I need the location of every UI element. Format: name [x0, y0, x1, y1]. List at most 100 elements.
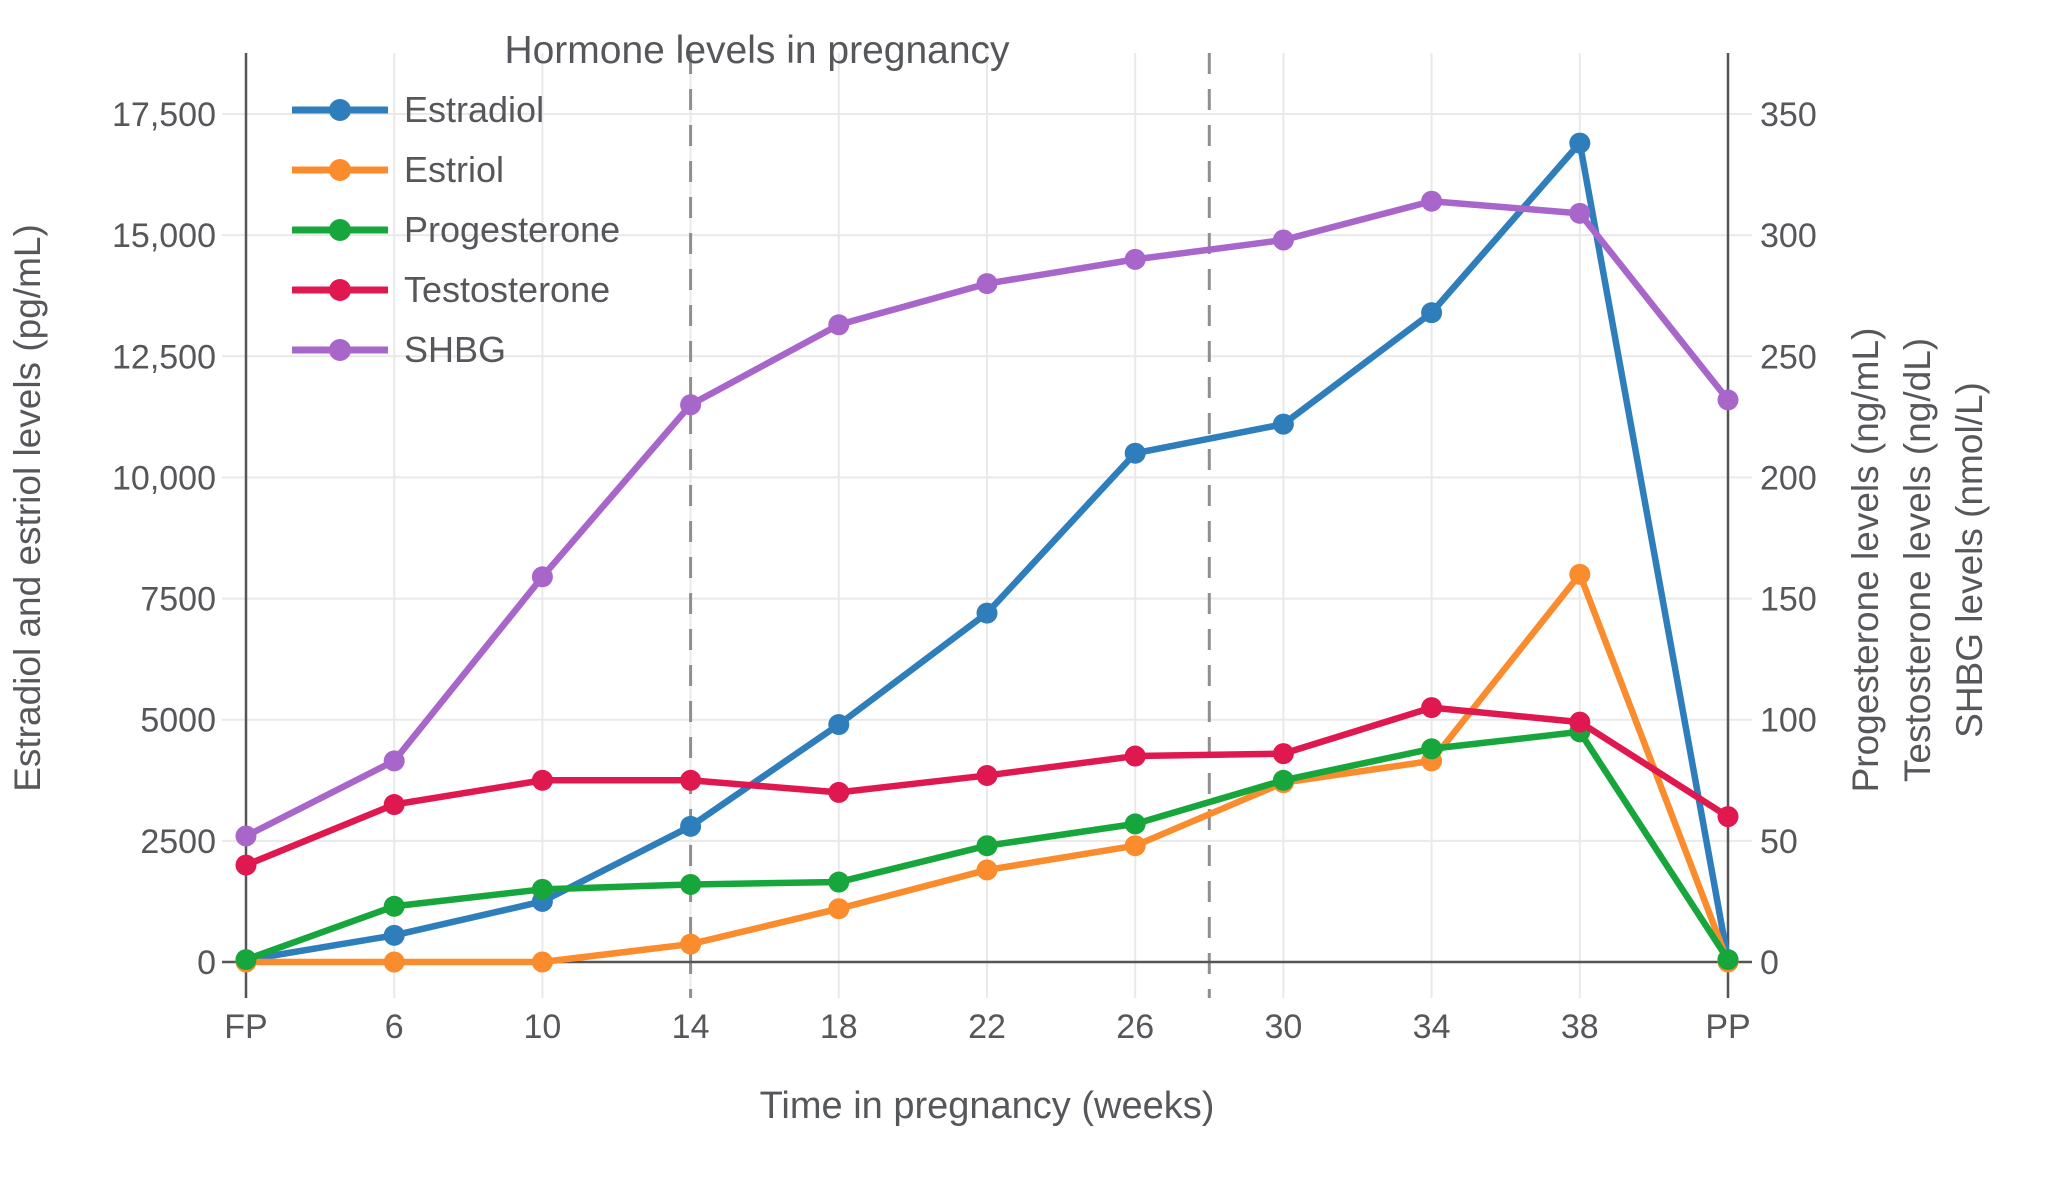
legend-item-testosterone[interactable]: Testosterone [292, 269, 610, 310]
legend-item-progesterone[interactable]: Progesterone [292, 209, 620, 250]
left-tick-label: 10,000 [112, 459, 216, 497]
x-tick-label-pp: PP [1705, 1008, 1750, 1046]
legend-marker-icon [329, 219, 351, 241]
data-point-progesterone [235, 949, 257, 971]
x-tick-label: 18 [820, 1008, 858, 1046]
left-tick-label: 12,500 [112, 338, 216, 376]
data-point-testosterone [1124, 745, 1146, 767]
right-axis-title-progesterone: Progesterone levels (ng/mL) [1845, 328, 1886, 793]
legend-label: Progesterone [404, 209, 620, 250]
data-point-progesterone [976, 835, 998, 857]
right-axis-title-shbg: SHBG levels (nmol/L) [1949, 382, 1990, 738]
data-point-shbg [828, 314, 850, 336]
data-point-shbg [680, 394, 702, 416]
left-tick-label: 2500 [140, 823, 216, 861]
data-point-estradiol [976, 602, 998, 624]
data-point-progesterone [828, 871, 850, 893]
data-point-estradiol [1124, 442, 1146, 464]
data-series-layer [235, 132, 1739, 973]
x-tick-label: 10 [523, 1008, 561, 1046]
data-point-shbg [1421, 190, 1443, 212]
gridlines-layer [222, 53, 1752, 998]
data-point-testosterone [1421, 697, 1443, 719]
data-point-estriol [680, 933, 702, 955]
legend-item-shbg[interactable]: SHBG [292, 329, 506, 370]
right-tick-label: 200 [1760, 459, 1817, 497]
data-point-estradiol [828, 714, 850, 736]
right-tick-label: 350 [1760, 96, 1817, 134]
data-point-estradiol [383, 924, 405, 946]
data-point-testosterone [235, 854, 257, 876]
data-point-testosterone [1569, 711, 1591, 733]
data-point-estradiol [1569, 132, 1591, 154]
data-point-estriol [828, 898, 850, 920]
data-point-shbg [383, 750, 405, 772]
data-point-shbg [235, 825, 257, 847]
data-point-progesterone [1124, 813, 1146, 835]
legend-label: SHBG [404, 329, 506, 370]
trimester-dashed-lines-layer [689, 53, 1211, 998]
legend: Estradiol Estriol Progesterone Testoster… [292, 89, 620, 370]
x-tick-label-fp: FP [224, 1008, 267, 1046]
data-point-estriol [976, 859, 998, 881]
right-axis-title-testosterone: Testosterone levels (ng/dL) [1897, 338, 1938, 782]
x-tick-label: 30 [1264, 1008, 1302, 1046]
data-point-progesterone [531, 878, 553, 900]
data-point-estriol [1124, 835, 1146, 857]
data-point-testosterone [1717, 806, 1739, 828]
data-point-progesterone [680, 873, 702, 895]
data-point-estriol [1569, 563, 1591, 585]
data-point-progesterone [1421, 738, 1443, 760]
data-point-shbg [976, 273, 998, 295]
legend-label: Estradiol [404, 89, 544, 130]
right-tick-label: 150 [1760, 581, 1817, 619]
x-axis-title: Time in pregnancy (weeks) [760, 1085, 1215, 1127]
data-point-progesterone [383, 895, 405, 917]
data-point-testosterone [1272, 743, 1294, 765]
legend-label: Estriol [404, 149, 504, 190]
legend-marker-icon [329, 339, 351, 361]
x-tick-label: 38 [1561, 1008, 1599, 1046]
data-point-shbg [531, 566, 553, 588]
x-tick-label: 22 [968, 1008, 1006, 1046]
x-tick-label: 26 [1116, 1008, 1154, 1046]
data-point-testosterone [531, 769, 553, 791]
data-point-shbg [1717, 389, 1739, 411]
data-point-estradiol [1272, 413, 1294, 435]
right-tick-label: 50 [1760, 823, 1798, 861]
legend-item-estriol[interactable]: Estriol [292, 149, 504, 190]
data-point-testosterone [383, 794, 405, 816]
legend-marker-icon [329, 99, 351, 121]
data-point-estradiol [1421, 302, 1443, 324]
chart-title: Hormone levels in pregnancy [504, 29, 1010, 72]
x-tick-label: 6 [385, 1008, 404, 1046]
x-tick-label: 34 [1413, 1008, 1451, 1046]
data-point-progesterone [1717, 949, 1739, 971]
legend-item-estradiol[interactable]: Estradiol [292, 89, 544, 130]
data-point-shbg [1569, 202, 1591, 224]
data-point-testosterone [828, 781, 850, 803]
right-tick-label: 0 [1760, 944, 1779, 982]
left-tick-label: 7500 [140, 581, 216, 619]
right-tick-label: 100 [1760, 702, 1817, 740]
data-point-shbg [1272, 229, 1294, 251]
right-tick-label: 300 [1760, 217, 1817, 255]
legend-marker-icon [329, 279, 351, 301]
right-tick-label: 250 [1760, 338, 1817, 376]
data-point-shbg [1124, 248, 1146, 270]
left-tick-label: 5000 [140, 702, 216, 740]
data-point-progesterone [1272, 769, 1294, 791]
x-tick-label: 14 [672, 1008, 710, 1046]
left-tick-label: 15,000 [112, 217, 216, 255]
left-axis-title: Estradiol and estriol levels (pg/mL) [7, 224, 48, 792]
legend-marker-icon [329, 159, 351, 181]
data-point-estriol [531, 951, 553, 973]
data-point-testosterone [680, 769, 702, 791]
data-point-estradiol [680, 815, 702, 837]
left-tick-label: 17,500 [112, 96, 216, 134]
data-point-testosterone [976, 764, 998, 786]
legend-label: Testosterone [404, 269, 610, 310]
data-point-estriol [383, 951, 405, 973]
